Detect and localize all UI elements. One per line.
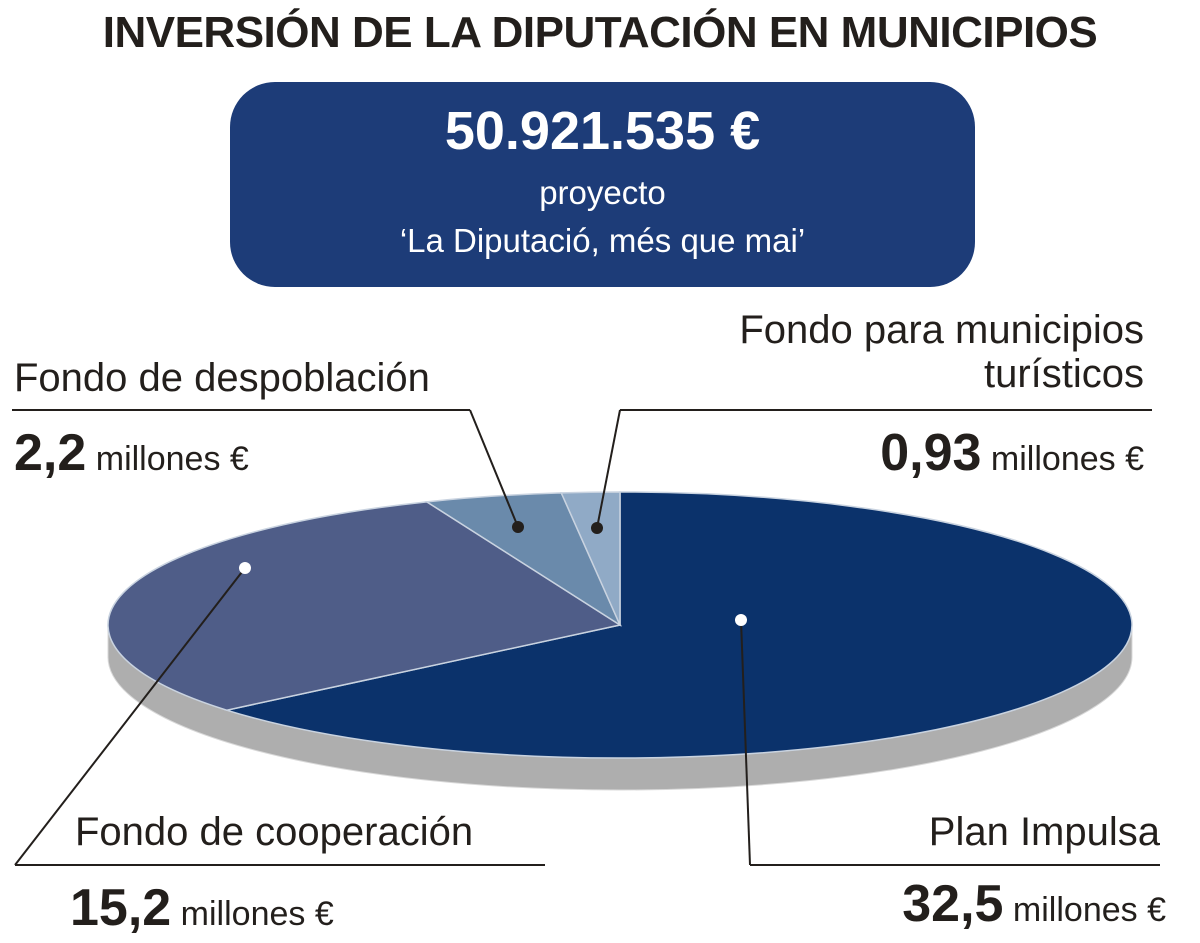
value-label: 15,2 millones € [70, 880, 334, 942]
category-label: Plan Impulsa [928, 810, 1160, 854]
unit: millones € [95, 440, 249, 478]
pie-slice [560, 491, 621, 626]
leader-line [469, 409, 519, 528]
category-label: Fondo de cooperación [75, 810, 474, 854]
category-label: Fondo de despoblación [14, 356, 430, 400]
value-label: 0,93 millones € [880, 425, 1144, 487]
unit: millones € [990, 440, 1144, 478]
caption: ‘La Diputació, més que mai’ [399, 222, 806, 259]
leaders [12, 409, 1160, 866]
value: 0,93 [880, 424, 982, 482]
dot [591, 522, 603, 534]
value: 32,5 [902, 875, 1004, 933]
leader-line [596, 409, 621, 529]
pie-slice [223, 491, 1133, 759]
value: 15,2 [70, 879, 172, 937]
leader-line [14, 567, 246, 866]
total: 50.921.535 € [444, 101, 761, 161]
value: 2,2 [14, 424, 87, 482]
dot [735, 614, 747, 626]
value-label: 2,2 millones € [14, 425, 249, 487]
pie [107, 491, 1133, 791]
dot [512, 521, 524, 533]
dot [239, 562, 251, 574]
subtitle: proyecto [539, 174, 666, 211]
unit: millones € [180, 895, 334, 933]
leader-line [740, 619, 751, 866]
value-label: 32,5 millones € [902, 876, 1166, 938]
category-label: Fondo para municipios turísticos [739, 308, 1144, 396]
unit: millones € [1012, 891, 1166, 929]
dots [239, 521, 747, 626]
pie-slice [107, 501, 622, 711]
chart-title: INVERSIÓN DE LA DIPUTACIÓN EN MUNICIPIOS [102, 8, 1098, 57]
total-box [230, 82, 975, 287]
